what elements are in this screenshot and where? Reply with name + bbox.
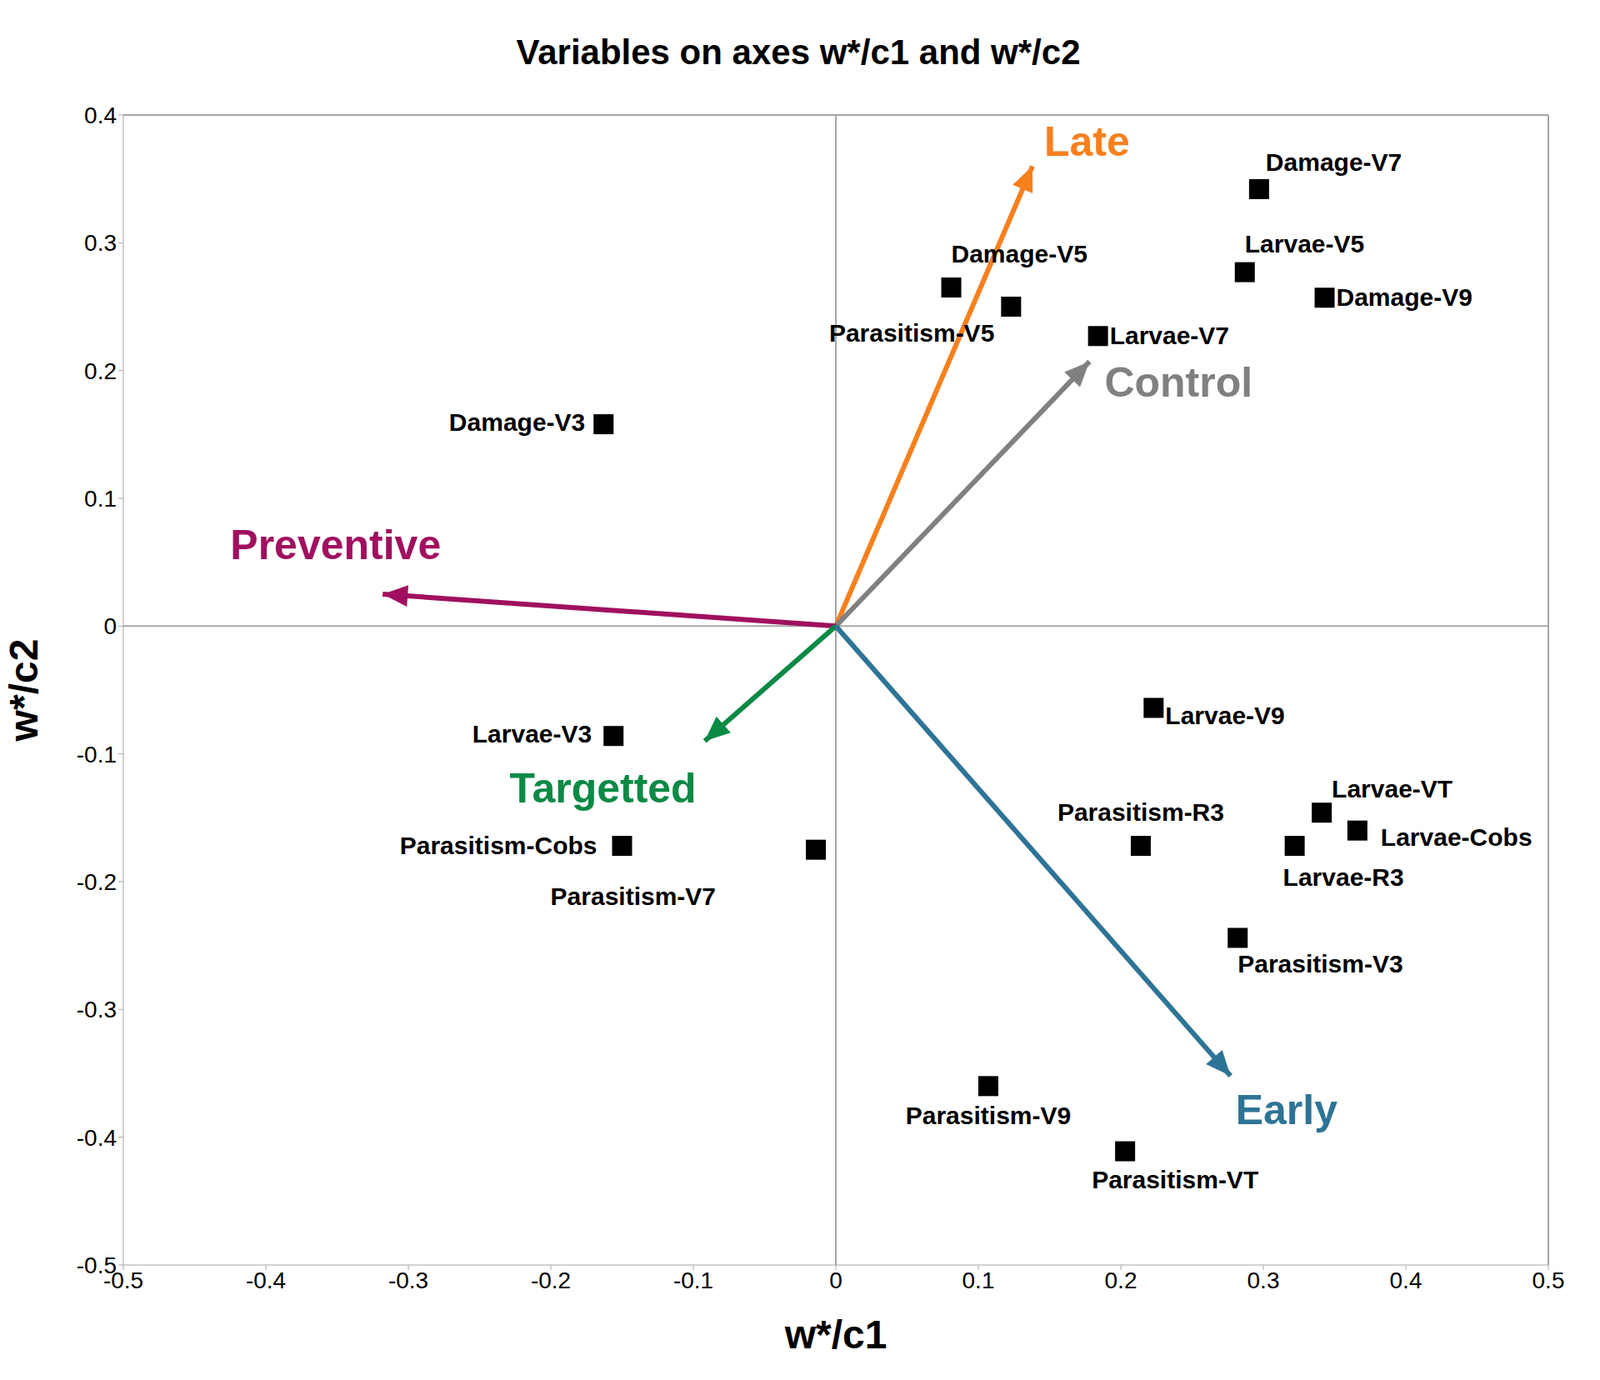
svg-text:w*/c2: w*/c2 bbox=[6, 639, 46, 743]
svg-text:0: 0 bbox=[103, 613, 117, 640]
svg-text:Larvae-V7: Larvae-V7 bbox=[1110, 321, 1230, 350]
svg-text:Parasitism-V5: Parasitism-V5 bbox=[829, 319, 995, 347]
svg-text:-0.4: -0.4 bbox=[76, 1125, 117, 1151]
svg-text:Damage-V3: Damage-V3 bbox=[449, 408, 585, 436]
svg-text:Control: Control bbox=[1104, 359, 1253, 406]
svg-text:Larvae-V3: Larvae-V3 bbox=[472, 720, 592, 748]
svg-text:Preventive: Preventive bbox=[230, 521, 441, 569]
svg-text:Larvae-Cobs: Larvae-Cobs bbox=[1380, 823, 1533, 851]
svg-text:Parasitism-Cobs: Parasitism-Cobs bbox=[400, 831, 598, 860]
svg-text:Parasitism-V9: Parasitism-V9 bbox=[905, 1101, 1071, 1130]
svg-text:0.5: 0.5 bbox=[1532, 1267, 1565, 1294]
svg-text:-0.4: -0.4 bbox=[245, 1267, 286, 1294]
svg-text:Larvae-VT: Larvae-VT bbox=[1331, 775, 1453, 803]
svg-text:w*/c1: w*/c1 bbox=[784, 1312, 888, 1357]
svg-text:Damage-V5: Damage-V5 bbox=[951, 240, 1088, 268]
svg-text:-0.1: -0.1 bbox=[673, 1267, 714, 1294]
svg-text:-0.3: -0.3 bbox=[388, 1267, 429, 1294]
svg-text:Damage-V7: Damage-V7 bbox=[1265, 148, 1402, 176]
svg-text:0.4: 0.4 bbox=[1390, 1267, 1423, 1294]
svg-text:-0.1: -0.1 bbox=[76, 741, 117, 768]
svg-text:Larvae-R3: Larvae-R3 bbox=[1283, 863, 1405, 891]
svg-text:-0.5: -0.5 bbox=[76, 1252, 117, 1279]
html-text:Variables on axes w*/c1 and w*: Variables on axes w*/c1 and w*/c2 bbox=[516, 32, 1081, 72]
svg-text:-0.5: -0.5 bbox=[103, 1267, 144, 1294]
svg-text:0.4: 0.4 bbox=[84, 102, 117, 129]
svg-text:0.3: 0.3 bbox=[1247, 1267, 1280, 1294]
svg-text:Larvae-V9: Larvae-V9 bbox=[1165, 701, 1285, 730]
svg-text:0.1: 0.1 bbox=[962, 1267, 995, 1294]
svg-text:0.2: 0.2 bbox=[84, 358, 117, 385]
svg-text:-0.2: -0.2 bbox=[76, 869, 117, 895]
svg-text:Late: Late bbox=[1044, 118, 1130, 165]
svg-text:0.1: 0.1 bbox=[84, 485, 117, 512]
svg-text:-0.2: -0.2 bbox=[530, 1267, 571, 1294]
svg-text:Parasitism-V3: Parasitism-V3 bbox=[1237, 950, 1403, 978]
svg-text:0: 0 bbox=[829, 1267, 843, 1294]
svg-text:Damage-V9: Damage-V9 bbox=[1336, 283, 1473, 311]
svg-text:Larvae-V5: Larvae-V5 bbox=[1245, 230, 1365, 258]
svg-text:Parasitism-VT: Parasitism-VT bbox=[1091, 1165, 1259, 1194]
svg-text:0.3: 0.3 bbox=[84, 230, 117, 256]
svg-text:Early: Early bbox=[1235, 1086, 1339, 1134]
svg-text:Parasitism-R3: Parasitism-R3 bbox=[1057, 798, 1225, 826]
svg-text:Targetted: Targetted bbox=[510, 765, 697, 812]
svg-text:Parasitism-V7: Parasitism-V7 bbox=[550, 882, 716, 910]
svg-text:-0.3: -0.3 bbox=[76, 996, 117, 1023]
svg-text:0.2: 0.2 bbox=[1105, 1267, 1138, 1294]
